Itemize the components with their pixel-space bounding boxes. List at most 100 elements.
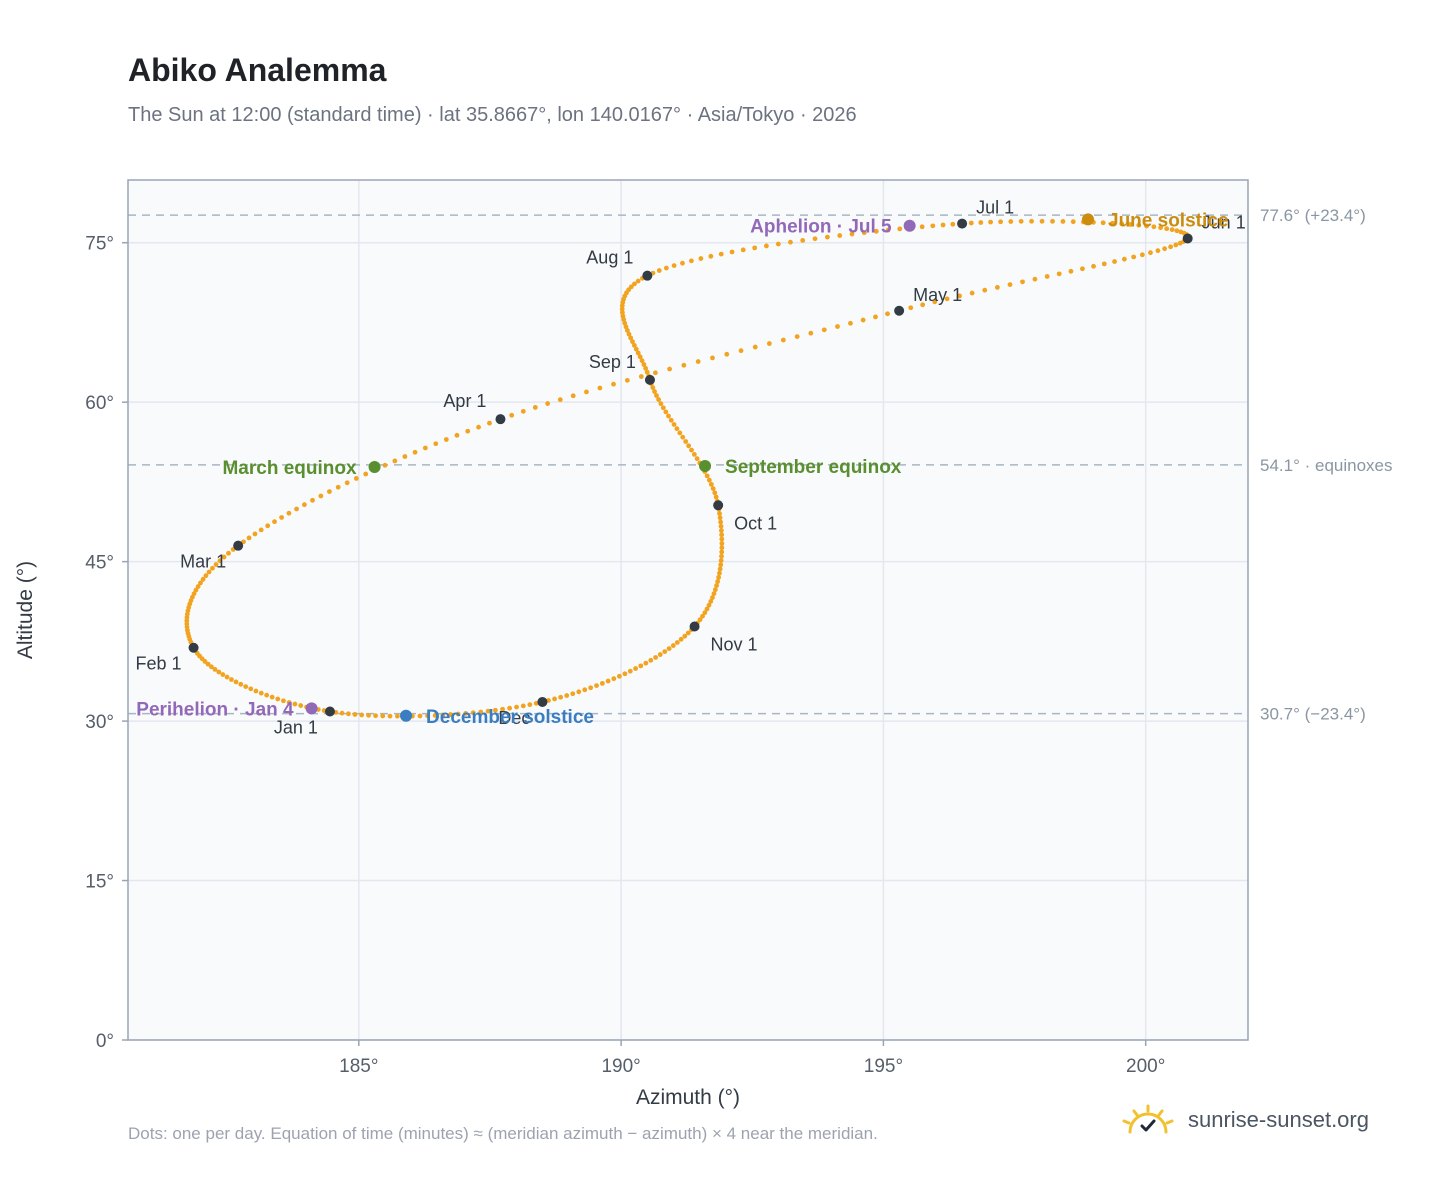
daily-dot [1148, 250, 1153, 256]
daily-dot [588, 685, 594, 691]
daily-dot [1168, 244, 1174, 250]
daily-dot [217, 558, 223, 564]
daily-dot [650, 385, 656, 391]
daily-dot [478, 709, 484, 715]
daily-dot [286, 510, 292, 516]
daily-dot [700, 613, 705, 619]
x-tick-label: 185° [339, 1056, 378, 1077]
daily-dot [633, 666, 638, 671]
daily-dot [628, 335, 634, 341]
daily-dot [422, 445, 428, 451]
month-label: May 1 [913, 285, 962, 305]
special-point-label: March equinox [222, 458, 357, 479]
brand-logo[interactable]: sunrise-sunset.org [1120, 1104, 1369, 1136]
daily-dot [689, 258, 694, 264]
daily-dot [988, 219, 993, 225]
month-marker [537, 696, 548, 707]
daily-dot [719, 532, 725, 538]
y-axis-label: Altitude (°) [14, 561, 37, 659]
daily-dot [220, 672, 226, 677]
daily-dot [920, 302, 926, 308]
y-tick-label: 60° [85, 393, 114, 414]
daily-dot [808, 330, 814, 336]
daily-dot [1121, 256, 1127, 262]
daily-dot [711, 591, 717, 597]
daily-dot [656, 397, 662, 402]
y-tick-label: 15° [85, 872, 114, 893]
daily-dot [764, 243, 769, 249]
daily-dot [1044, 274, 1050, 279]
month-marker [1182, 233, 1193, 244]
daily-dot [310, 497, 315, 503]
daily-dot [1068, 268, 1074, 274]
daily-dot [1139, 252, 1145, 258]
daily-dot [1155, 248, 1161, 254]
daily-dot [719, 540, 725, 546]
daily-dot [704, 473, 710, 479]
daily-dot [394, 713, 400, 719]
daily-dot [653, 370, 658, 376]
daily-dot [978, 220, 984, 225]
daily-dot [698, 256, 704, 261]
y-tick-label: 45° [85, 553, 114, 574]
daily-dot [643, 365, 649, 371]
daily-dot [643, 660, 649, 666]
month-marker [957, 218, 968, 229]
daily-dot [1110, 220, 1115, 226]
daily-dot [848, 320, 853, 326]
daily-dot [780, 337, 786, 343]
daily-dot [702, 610, 708, 616]
reference-line-label: 54.1° · equinoxes [1260, 456, 1393, 475]
daily-dot [940, 222, 946, 228]
date-markers: Jan 1 Feb 1 Mar 1 Apr 1 May 1 Jun 1 Jul 1 Aug 1… [136, 198, 1246, 738]
daily-dot [238, 681, 244, 687]
daily-dot [704, 606, 710, 612]
daily-dot [616, 673, 622, 679]
daily-dot [248, 686, 254, 692]
daily-dot [623, 324, 629, 330]
daily-dot [470, 710, 476, 716]
daily-dot [465, 428, 471, 434]
daily-dot [443, 437, 449, 442]
daily-dot [1007, 282, 1013, 288]
daily-dot [794, 334, 800, 340]
daily-dot [302, 502, 307, 508]
daily-dot [454, 432, 460, 438]
chart-subtitle: The Sun at 12:00 (standard time) · lat 3… [128, 104, 857, 126]
daily-dot [944, 296, 950, 302]
daily-dot [717, 511, 722, 516]
month-label: Oct 1 [734, 513, 777, 533]
daily-dot [448, 712, 453, 717]
daily-dot [387, 713, 393, 719]
daily-dot [667, 366, 672, 372]
daily-dot [1070, 219, 1076, 225]
daily-dot [205, 661, 211, 667]
daily-dot [1131, 254, 1137, 260]
daily-dot [1050, 218, 1055, 224]
daily-dot [677, 430, 683, 436]
daily-dot [352, 712, 358, 717]
daily-dot [417, 713, 423, 719]
daily-dot [639, 358, 645, 364]
special-point-marker [368, 461, 381, 474]
daily-dot [695, 359, 701, 364]
month-marker [713, 500, 724, 511]
daily-dot [298, 703, 304, 708]
special-point-marker [305, 702, 318, 715]
reference-lines: 77.6° (+23.4°) 54.1° · equinoxes 30.7° (−2… [128, 206, 1393, 724]
daily-dot [557, 397, 563, 403]
daily-dot [582, 687, 588, 693]
daily-dot [366, 712, 371, 718]
axis-ticks: 185° 190° 195° 200° 0° 15° 30° 45° 60° 75° [85, 234, 1165, 1077]
daily-dot [752, 245, 758, 251]
daily-dot [632, 281, 637, 287]
daily-dot [520, 408, 526, 414]
daily-dot [425, 713, 430, 719]
x-tick-label: 190° [601, 1056, 640, 1077]
daily-dot [402, 454, 408, 459]
footnote: Dots: one per day. Equation of time (min… [128, 1124, 878, 1143]
daily-dot [335, 484, 341, 490]
special-point-label: Aphelion · Jul 5 [750, 217, 892, 238]
daily-dot [597, 385, 603, 391]
daily-dot [681, 362, 687, 368]
